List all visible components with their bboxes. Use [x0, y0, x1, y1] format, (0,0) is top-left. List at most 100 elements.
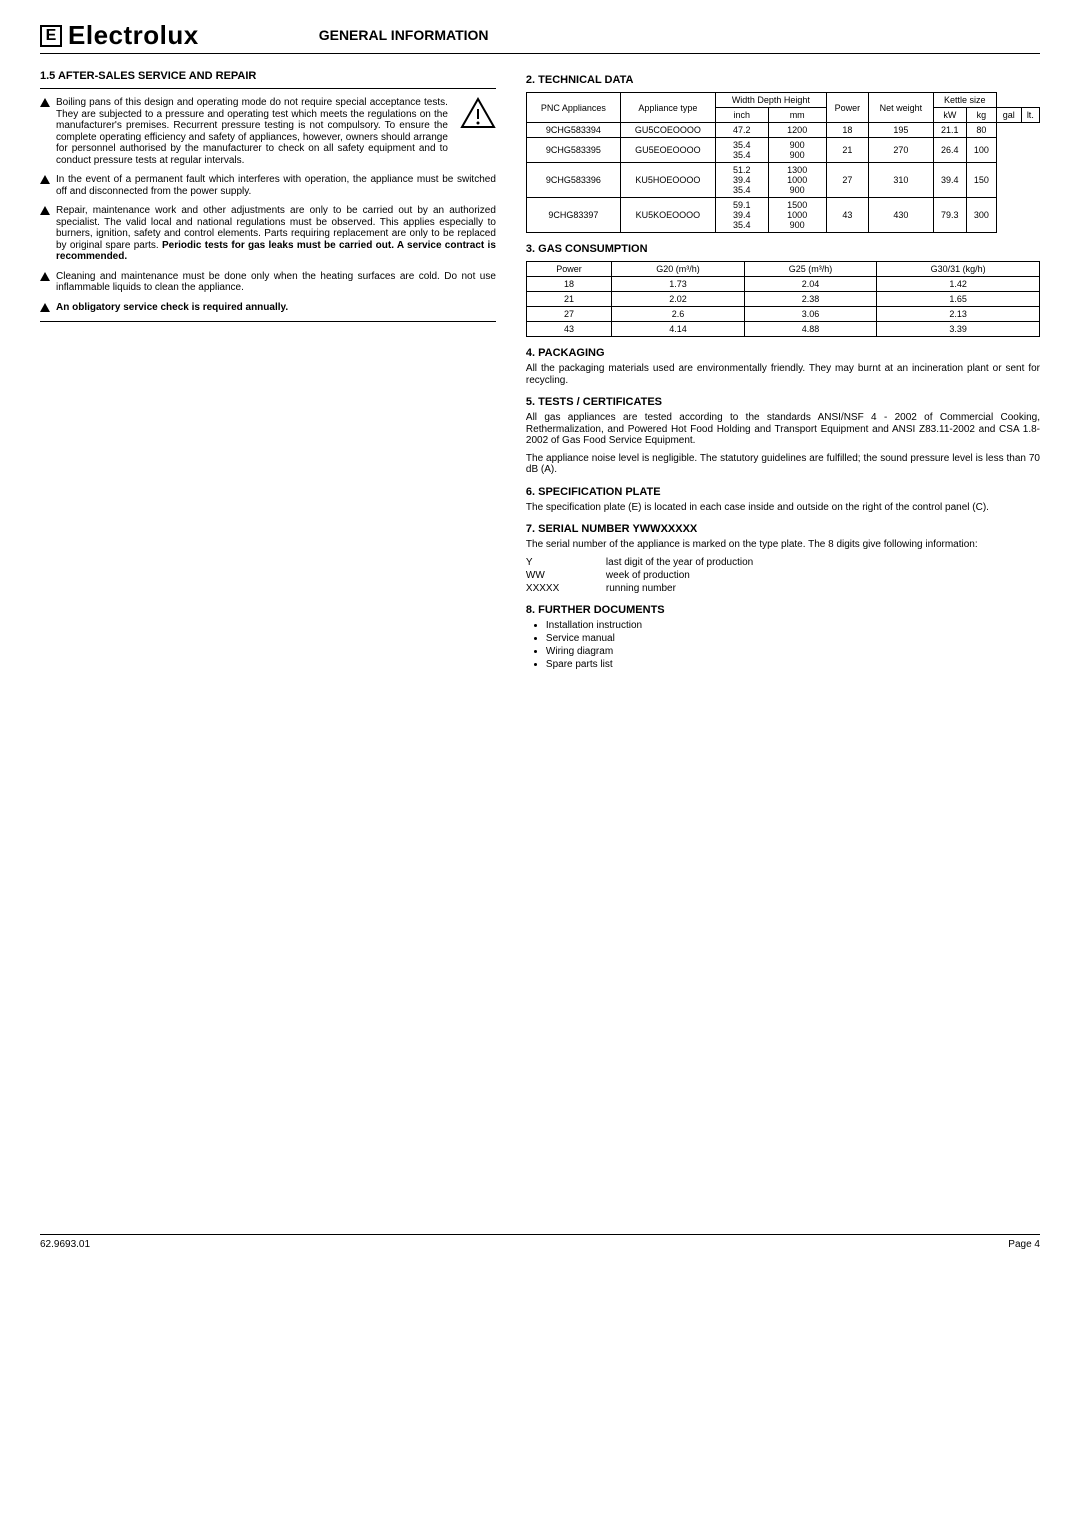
table-cell: 300 — [966, 198, 996, 233]
kv-key: XXXXX — [526, 583, 586, 594]
th-kettle: Kettle size — [933, 93, 996, 108]
list-item: An obligatory service check is required … — [40, 302, 496, 314]
list-text: Repair, maintenance work and other adjus… — [56, 205, 496, 263]
table-cell: 1200 — [768, 123, 826, 138]
table-cell: 2.38 — [744, 292, 877, 307]
list-item: In the event of a permanent fault which … — [40, 174, 496, 197]
triangle-icon — [40, 303, 50, 312]
heading-1-5: 1.5 AFTER-SALES SERVICE AND REPAIR — [40, 70, 496, 82]
th-inch: inch — [715, 108, 768, 123]
table-cell: 2.13 — [877, 307, 1040, 322]
table-cell: 21.1 — [933, 123, 966, 138]
triangle-icon — [40, 206, 50, 215]
list-item: Wiring diagram — [546, 646, 1040, 657]
right-column: 2. TECHNICAL DATA PNC Appliances Applian… — [526, 64, 1040, 674]
list-item: Spare parts list — [546, 659, 1040, 670]
table-row: Power G20 (m³/h) G25 (m³/h) G30/31 (kg/h… — [526, 262, 1039, 277]
table-cell: 1500 1000 900 — [768, 198, 826, 233]
list-item: Boiling pans of this design and operatin… — [40, 97, 448, 166]
table-cell: 3.06 — [744, 307, 877, 322]
table-cell: 430 — [869, 198, 934, 233]
kv-value: week of production — [606, 570, 690, 581]
header-section: GENERAL INFORMATION — [319, 27, 489, 43]
table-cell: 270 — [869, 138, 934, 163]
table-cell: 4.14 — [612, 322, 745, 337]
kv-value: last digit of the year of production — [606, 557, 753, 568]
heading-5: 5. TESTS / CERTIFICATES — [526, 396, 1040, 408]
list-text: An obligatory service check is required … — [56, 302, 496, 314]
kv-row: Ylast digit of the year of production — [526, 557, 1040, 568]
table-row: 212.022.381.65 — [526, 292, 1039, 307]
th-g25: G25 (m³/h) — [744, 262, 877, 277]
further-docs-list: Installation instructionService manualWi… — [536, 620, 1040, 670]
heading-3: 3. GAS CONSUMPTION — [526, 243, 1040, 255]
th-mm: mm — [768, 108, 826, 123]
table-cell: 3.39 — [877, 322, 1040, 337]
th-g20: G20 (m³/h) — [612, 262, 745, 277]
table-cell: 21 — [826, 138, 868, 163]
table-cell: 195 — [869, 123, 934, 138]
heading-2: 2. TECHNICAL DATA — [526, 74, 1040, 86]
table-cell: 26.4 — [933, 138, 966, 163]
table-cell: KU5KOEOOOO — [620, 198, 715, 233]
table-cell: 59.1 39.4 35.4 — [715, 198, 768, 233]
heading-4: 4. PACKAGING — [526, 347, 1040, 359]
table-cell: 900 900 — [768, 138, 826, 163]
table-row: 9CHG583394GU5COEOOOO47.212001819521.180 — [526, 123, 1039, 138]
table-row: PNC Appliances Appliance type Width Dept… — [526, 93, 1039, 108]
table-cell: 79.3 — [933, 198, 966, 233]
th-power: Power — [526, 262, 611, 277]
tests-text-b: The appliance noise level is negligible.… — [526, 453, 1040, 476]
table-cell: 51.2 39.4 35.4 — [715, 163, 768, 198]
kv-key: WW — [526, 570, 586, 581]
table-cell: 9CHG583394 — [526, 123, 620, 138]
th-power: Power — [826, 93, 868, 123]
table-cell: 1300 1000 900 — [768, 163, 826, 198]
table-row: 9CHG583395GU5EOEOOOO35.4 35.4900 9002127… — [526, 138, 1039, 163]
table-cell: 1.65 — [877, 292, 1040, 307]
heading-7: 7. SERIAL NUMBER YWWXXXXX — [526, 523, 1040, 535]
kv-row: WW week of production — [526, 570, 1040, 581]
table-cell: 2.04 — [744, 277, 877, 292]
table-cell: 4.88 — [744, 322, 877, 337]
packaging-text: All the packaging materials used are env… — [526, 363, 1040, 386]
table-cell: 150 — [966, 163, 996, 198]
table-cell: GU5COEOOOO — [620, 123, 715, 138]
table-cell: 43 — [526, 322, 611, 337]
table-row: 9CHG83397KU5KOEOOOO59.1 39.4 35.41500 10… — [526, 198, 1039, 233]
table-row: 181.732.041.42 — [526, 277, 1039, 292]
kv-key: Y — [526, 557, 586, 568]
th-net: Net weight — [869, 93, 934, 123]
table-cell: 35.4 35.4 — [715, 138, 768, 163]
table-cell: 1.73 — [612, 277, 745, 292]
table-cell: 1.42 — [877, 277, 1040, 292]
list-text: Cleaning and maintenance must be done on… — [56, 271, 496, 294]
serial-text: The serial number of the appliance is ma… — [526, 539, 1040, 551]
brand: E Electrolux — [40, 20, 199, 51]
heading-8: 8. FURTHER DOCUMENTS — [526, 604, 1040, 616]
table-cell: 47.2 — [715, 123, 768, 138]
list-item: Repair, maintenance work and other adjus… — [40, 205, 496, 263]
footer-right: Page 4 — [1008, 1239, 1040, 1250]
left-column: 1.5 AFTER-SALES SERVICE AND REPAIR Boili… — [40, 64, 496, 674]
th-kw: kW — [933, 108, 966, 123]
list-text: Boiling pans of this design and operatin… — [56, 97, 448, 166]
divider — [40, 88, 496, 89]
brand-text: Electrolux — [68, 20, 199, 51]
list-text: In the event of a permanent fault which … — [56, 174, 496, 197]
page-footer: 62.9693.01 Page 4 — [40, 1234, 1040, 1250]
th-pnc: PNC Appliances — [526, 93, 620, 123]
th-lt: lt. — [1021, 108, 1039, 123]
table-cell: 9CHG83397 — [526, 198, 620, 233]
list-item: Service manual — [546, 633, 1040, 644]
page-header: E Electrolux GENERAL INFORMATION — [40, 20, 1040, 54]
list-text-bold: An obligatory service check is required … — [56, 302, 288, 313]
table-cell: 27 — [826, 163, 868, 198]
spec-plate-text: The specification plate (E) is located i… — [526, 502, 1040, 514]
heading-6: 6. SPECIFICATION PLATE — [526, 486, 1040, 498]
table-row: 272.63.062.13 — [526, 307, 1039, 322]
th-wdh: Width Depth Height — [715, 93, 826, 108]
table-cell: 39.4 — [933, 163, 966, 198]
list-item: Cleaning and maintenance must be done on… — [40, 271, 496, 294]
table-row: 9CHG583396KU5HOEOOOO51.2 39.4 35.41300 1… — [526, 163, 1039, 198]
